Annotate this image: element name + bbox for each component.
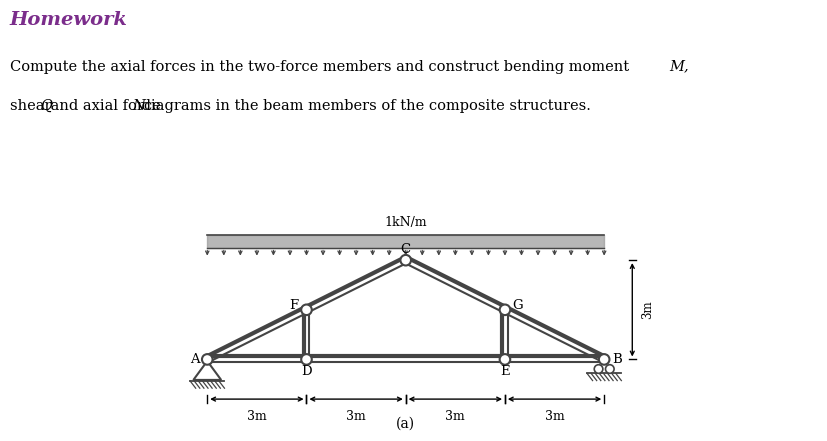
Circle shape [499,354,509,365]
Text: Homework: Homework [10,11,127,29]
Text: G: G [512,299,522,312]
Text: Q: Q [41,99,52,113]
Text: 3m: 3m [246,410,266,422]
Circle shape [301,304,312,315]
Text: 1kN/m: 1kN/m [384,217,427,229]
Text: M,: M, [668,60,688,74]
Text: C: C [400,243,410,256]
Text: A: A [189,353,199,366]
Text: 3m: 3m [641,300,654,319]
Circle shape [202,354,213,365]
Text: (a): (a) [395,417,415,431]
Text: N: N [132,99,145,113]
Circle shape [400,255,410,265]
Text: 3m: 3m [544,410,564,422]
Text: D: D [301,366,312,378]
Text: Compute the axial forces in the two-force members and construct bending moment: Compute the axial forces in the two-forc… [10,60,633,74]
Text: E: E [500,366,509,378]
Circle shape [301,354,312,365]
Text: shear: shear [10,99,56,113]
Text: B: B [611,353,621,366]
Text: F: F [289,299,298,312]
Circle shape [605,365,614,373]
Text: and axial force: and axial force [45,99,165,113]
Circle shape [499,304,509,315]
Circle shape [598,354,609,365]
Circle shape [594,365,602,373]
Text: 3m: 3m [346,410,366,422]
Text: diagrams in the beam members of the composite structures.: diagrams in the beam members of the comp… [137,99,590,113]
Text: 3m: 3m [445,410,465,422]
